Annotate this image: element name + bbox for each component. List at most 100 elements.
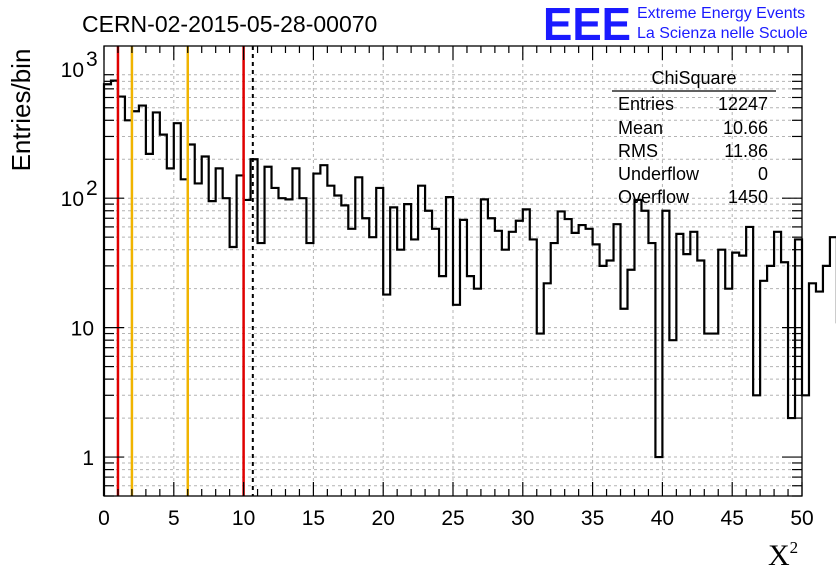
histogram-bin — [725, 289, 732, 496]
histogram-bin — [279, 198, 286, 496]
histogram-bin — [767, 266, 774, 496]
histogram-bin — [209, 201, 216, 496]
histogram-bin — [153, 112, 160, 496]
histogram-bin — [746, 227, 753, 496]
histogram-bin — [600, 266, 607, 496]
y-tick-label-exponent: 3 — [86, 48, 98, 71]
x-tick-label: 10 — [232, 507, 255, 530]
stats-value-mean: 10.66 — [723, 118, 768, 138]
y-tick-label: 1 — [82, 447, 94, 470]
histogram-bin — [739, 256, 746, 496]
histogram-bin — [760, 281, 767, 496]
stats-box: ChiSquare Entries 12247 Mean 10.66 RMS 1… — [612, 68, 776, 207]
histogram-bin — [690, 232, 697, 496]
histogram-bin — [230, 247, 237, 496]
histogram-bin — [495, 231, 502, 496]
histogram-bin — [453, 305, 460, 496]
x-tick-label: 30 — [511, 507, 534, 530]
histogram-bin — [160, 135, 167, 496]
histogram-bin — [292, 168, 299, 496]
y-tick-label: 10 — [61, 188, 84, 211]
chart-title: CERN-02-2015-05-28-00070 — [82, 11, 377, 37]
x-axis-label: X2 — [768, 538, 798, 572]
brand-line-1: Extreme Energy Events — [637, 5, 805, 22]
x-axis-label-base: X — [768, 539, 790, 572]
histogram-bin — [628, 270, 635, 496]
histogram-bin — [320, 165, 327, 496]
histogram-bin — [334, 195, 341, 496]
histogram-bin — [572, 233, 579, 496]
histogram-bin — [488, 218, 495, 496]
histogram-series — [102, 79, 836, 496]
x-tick-label: 40 — [651, 507, 674, 530]
histogram-bin — [223, 198, 230, 496]
x-tick-label: 35 — [581, 507, 604, 530]
x-tick-label: 0 — [98, 507, 110, 530]
histogram-bin — [285, 199, 292, 496]
histogram-bin — [404, 204, 411, 496]
stats-label-rms: RMS — [618, 141, 658, 161]
histogram-bin — [327, 186, 334, 496]
x-tick-label: 45 — [721, 507, 744, 530]
stats-label-mean: Mean — [618, 118, 663, 138]
histogram-bin — [683, 254, 690, 496]
histogram-bin — [362, 218, 369, 496]
histogram-bin — [669, 340, 676, 496]
histogram-bin — [376, 188, 383, 496]
histogram-bin — [753, 395, 760, 496]
histogram-bin — [648, 243, 655, 496]
histogram-bin — [216, 168, 223, 496]
histogram-bin — [565, 219, 572, 496]
y-axis-label: Entries/bin — [6, 49, 36, 172]
histogram-bin — [258, 243, 265, 496]
histogram-bin — [809, 283, 816, 496]
histogram-bin — [607, 261, 614, 496]
histogram-bin — [397, 250, 404, 496]
histogram-bin — [299, 198, 306, 496]
x-tick-label: 50 — [790, 507, 813, 530]
histogram-bin — [418, 186, 425, 496]
histogram-bin — [718, 250, 725, 496]
histogram-bin — [516, 221, 523, 496]
histogram-bin — [509, 232, 516, 496]
histogram-bin — [502, 250, 509, 496]
histogram-bin — [425, 211, 432, 496]
x-tick-label: 15 — [302, 507, 325, 530]
histogram-bin — [830, 237, 836, 496]
histogram-bin — [313, 174, 320, 496]
histogram-bin — [467, 276, 474, 496]
histogram-bin — [732, 253, 739, 496]
histogram-bin — [558, 211, 565, 496]
histogram-bin — [593, 244, 600, 496]
stats-label-entries: Entries — [618, 94, 674, 114]
x-tick-label: 20 — [372, 507, 395, 530]
histogram-bin — [481, 199, 488, 496]
histogram-bin — [474, 289, 481, 496]
x-axis-label-superscript: 2 — [790, 538, 799, 557]
histogram-bin — [523, 209, 530, 496]
stats-value-overflow: 1450 — [728, 187, 768, 207]
histogram-bin — [390, 207, 397, 496]
histogram-bin — [634, 200, 641, 496]
histogram-bin — [530, 239, 537, 496]
histogram-bin — [579, 225, 586, 496]
reference-lines — [116, 46, 254, 496]
stats-value-rms: 11.86 — [724, 141, 768, 161]
histogram-bin — [432, 229, 439, 496]
histogram-bin — [383, 295, 390, 496]
histogram-bin — [704, 334, 711, 496]
histogram-bin — [697, 261, 704, 496]
stats-label-overflow: Overflow — [618, 187, 690, 207]
histogram-bin — [621, 309, 628, 496]
histogram-bin — [614, 224, 621, 496]
histogram-bin — [348, 229, 355, 496]
histogram-bin — [251, 159, 258, 496]
histogram-bin — [676, 234, 683, 496]
stats-label-underflow: Underflow — [618, 164, 700, 184]
histogram-bin — [306, 243, 313, 496]
axis-ticks — [103, 46, 803, 497]
logo-text: EEE — [543, 0, 631, 50]
histogram-bin — [411, 239, 418, 496]
histogram-bin — [265, 167, 272, 496]
